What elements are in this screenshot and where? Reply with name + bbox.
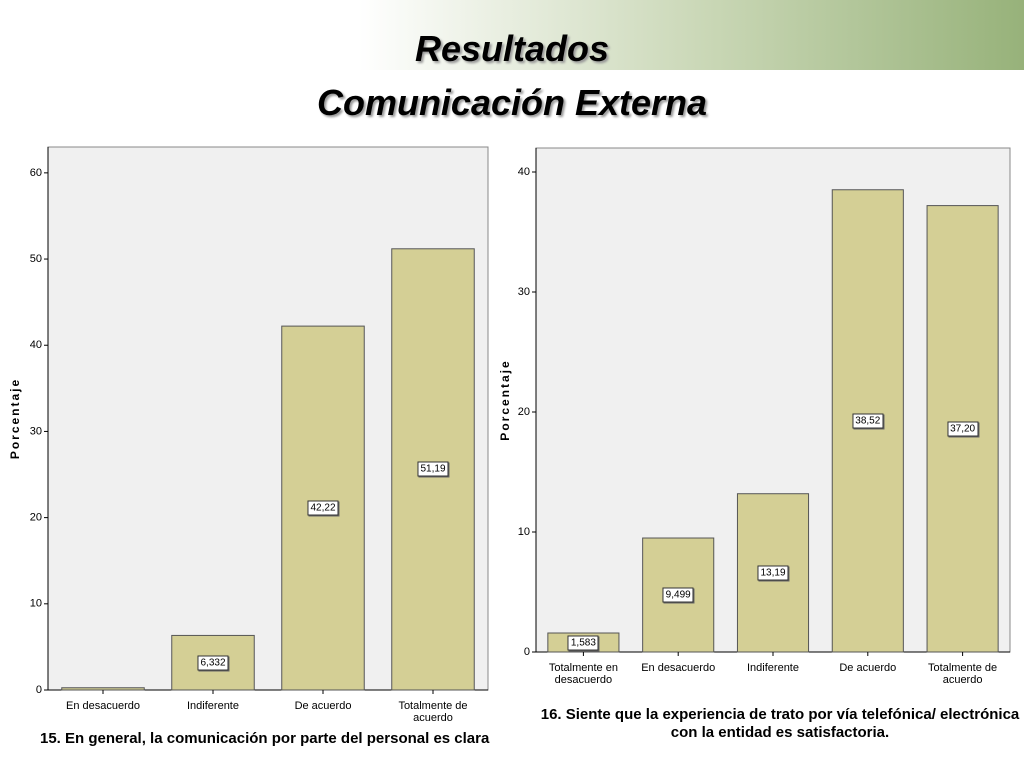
x-tick-label: En desacuerdo: [641, 662, 716, 674]
y-tick-label: 30: [518, 286, 530, 298]
value-label: 9,499: [662, 587, 694, 603]
y-tick-label: 40: [30, 339, 42, 351]
y-tick-label: 40: [518, 166, 530, 178]
value-label: 13,19: [757, 565, 789, 581]
y-tick-label: 20: [518, 406, 530, 418]
value-label: 42,22: [307, 500, 339, 516]
value-label: 1,583: [567, 635, 599, 650]
y-axis-label: Porcentaje: [498, 359, 512, 440]
y-tick-label: 10: [518, 526, 530, 538]
x-axis-label: 16. Siente que la experiencia de trato p…: [540, 706, 1020, 741]
value-label: 37,20: [947, 421, 979, 437]
y-tick-label: 0: [524, 646, 530, 658]
value-label: 6,332: [197, 655, 229, 671]
x-tick-label: Indiferente: [187, 700, 239, 712]
value-label: 51,19: [417, 461, 449, 477]
slide-title: Resultados: [414, 28, 610, 69]
x-tick-label: Totalmente de acuerdo: [928, 662, 998, 686]
x-tick-label: De acuerdo: [294, 700, 352, 712]
y-tick-label: 30: [30, 425, 42, 437]
y-axis-label: Porcentaje: [8, 378, 22, 459]
x-tick-label: De acuerdo: [839, 662, 897, 674]
x-tick-label: Totalmente en desacuerdo: [548, 662, 618, 686]
y-tick-label: 10: [30, 598, 42, 610]
slide-subtitle: Comunicación Externa: [316, 82, 708, 123]
x-tick-label: En desacuerdo: [66, 700, 140, 712]
x-tick-label: Indiferente: [747, 662, 799, 674]
header-band: [0, 0, 1024, 70]
x-axis-label: 15. En general, la comunicación por part…: [40, 730, 490, 747]
y-tick-label: 0: [36, 684, 42, 696]
value-label: 38,52: [852, 413, 884, 429]
bar: [61, 687, 145, 691]
y-tick-label: 20: [30, 512, 42, 524]
y-tick-label: 60: [30, 167, 42, 179]
x-tick-label: Totalmente de acuerdo: [398, 700, 468, 724]
y-tick-label: 50: [30, 253, 42, 265]
